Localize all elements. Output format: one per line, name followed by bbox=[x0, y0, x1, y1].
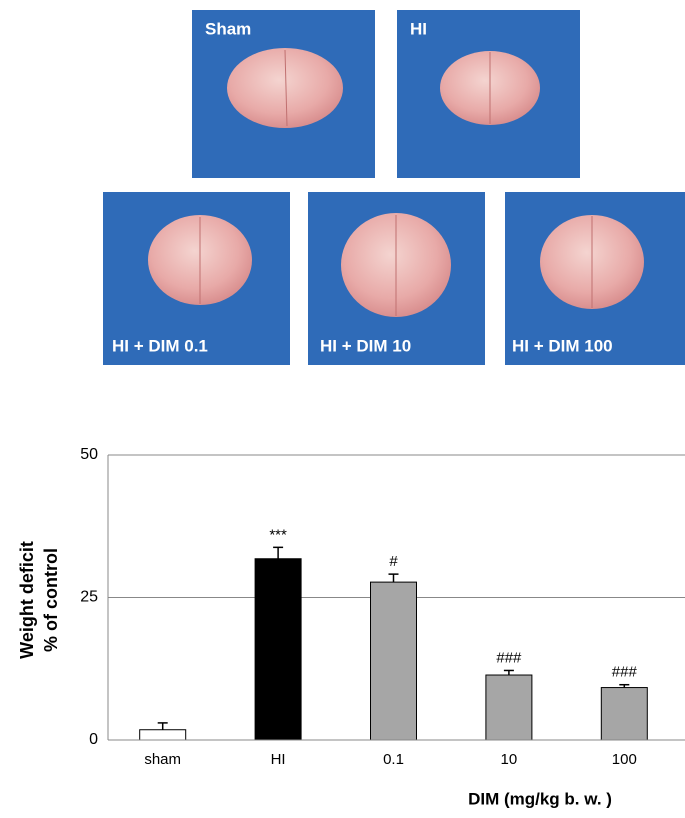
annotation: ### bbox=[612, 664, 638, 681]
y-tick-label: 25 bbox=[80, 589, 98, 606]
photo: Sham bbox=[192, 10, 375, 178]
photo: HI bbox=[397, 10, 580, 178]
bar bbox=[485, 674, 533, 741]
panel-label: HI + DIM 10 bbox=[320, 336, 411, 355]
x-tick-label: sham bbox=[144, 751, 181, 768]
y-tick-label: 0 bbox=[89, 731, 98, 748]
panel-label: HI bbox=[410, 19, 427, 38]
x-tick-label: 10 bbox=[501, 751, 518, 768]
x-tick-label: 0.1 bbox=[383, 751, 404, 768]
y-axis-label: Weight deficit bbox=[17, 541, 37, 659]
panel-label: HI + DIM 0.1 bbox=[112, 336, 208, 355]
bar bbox=[254, 558, 302, 741]
photo: HI + DIM 100 bbox=[505, 192, 685, 365]
y-tick-label: 50 bbox=[80, 446, 98, 463]
annotation: *** bbox=[269, 526, 287, 543]
photo: HI + DIM 10 bbox=[308, 192, 485, 365]
y-axis-label: % of control bbox=[41, 548, 61, 652]
x-tick-label: 100 bbox=[612, 751, 637, 768]
x-axis-label: DIM (mg/kg b. w. ) bbox=[468, 789, 612, 808]
bar bbox=[370, 581, 417, 741]
annotation: ### bbox=[496, 649, 522, 666]
photo: HI + DIM 0.1 bbox=[103, 192, 290, 365]
annotation: # bbox=[389, 553, 398, 570]
panel-label: HI + DIM 100 bbox=[512, 336, 613, 355]
x-tick-label: HI bbox=[271, 751, 286, 768]
panel-label: Sham bbox=[205, 19, 251, 38]
bar bbox=[139, 729, 187, 741]
bar bbox=[600, 687, 648, 741]
